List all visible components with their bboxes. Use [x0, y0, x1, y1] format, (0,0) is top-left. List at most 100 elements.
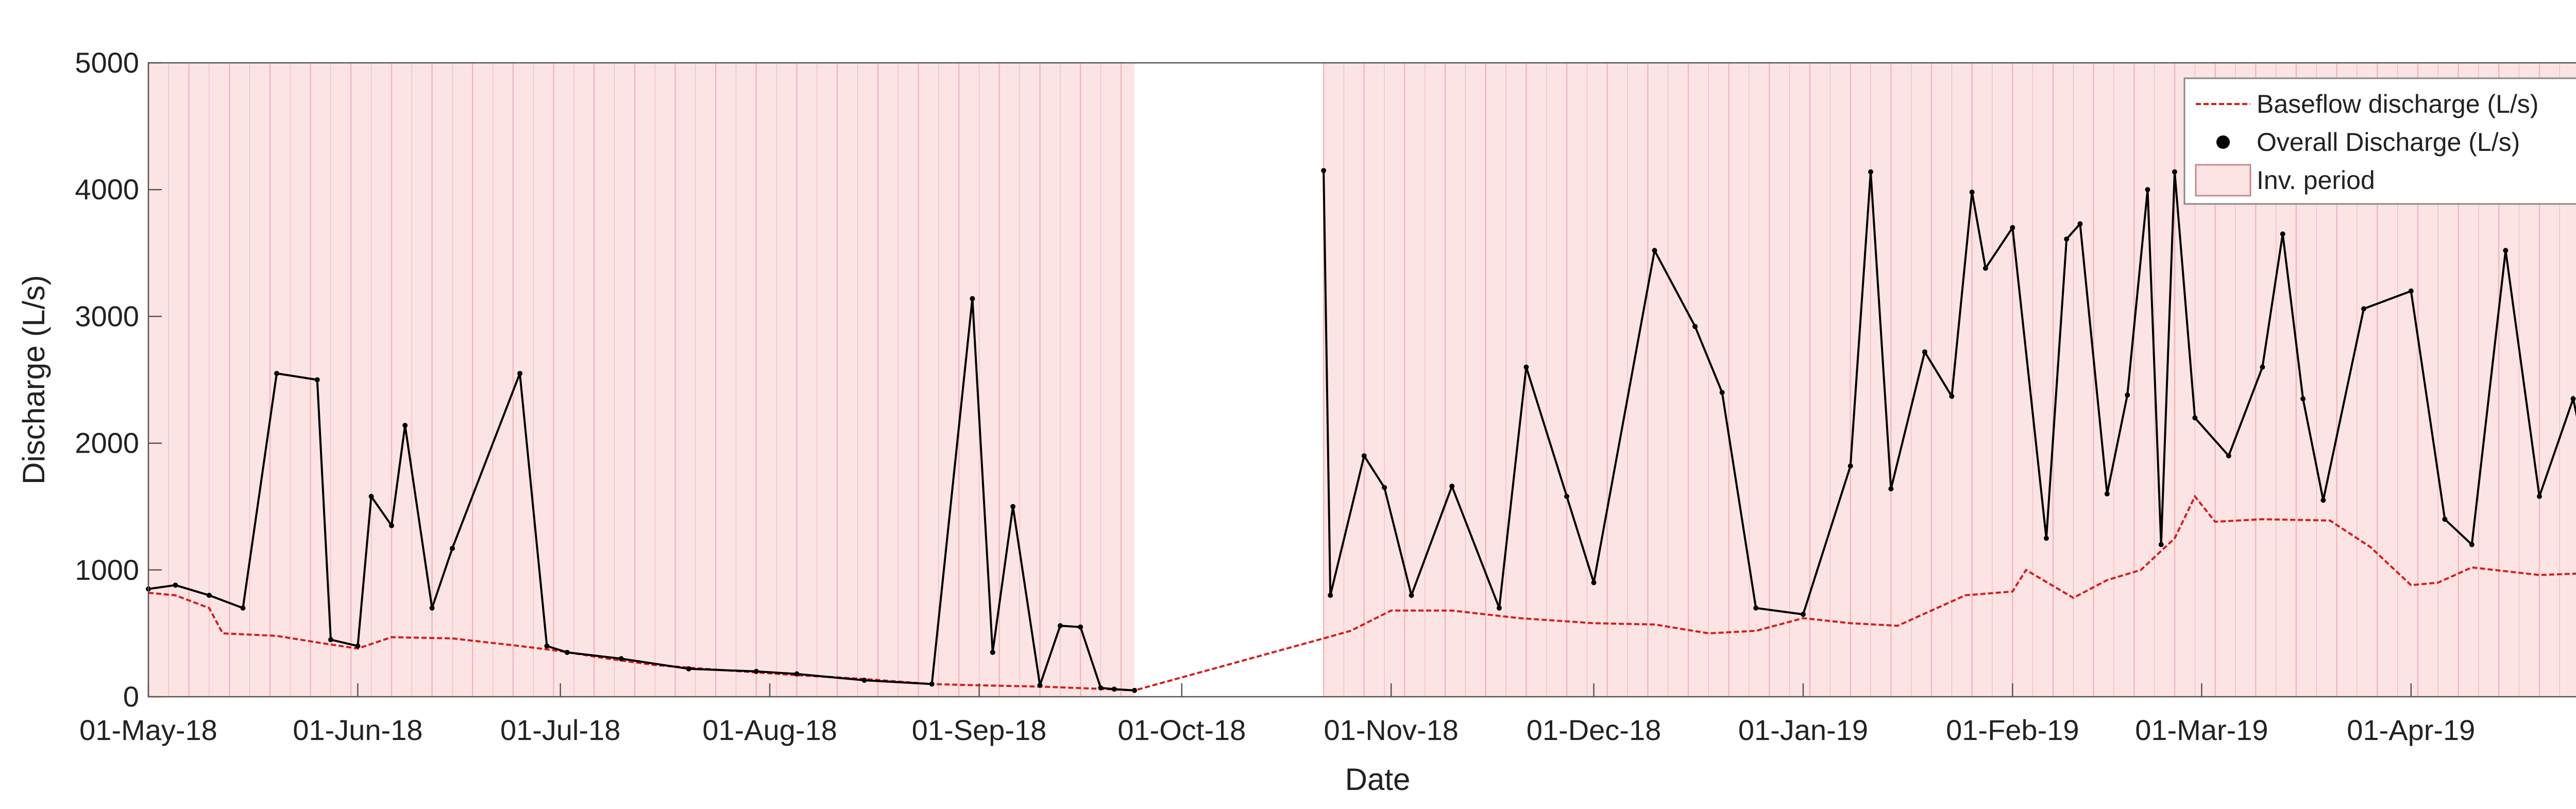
overall-discharge-point — [2503, 248, 2509, 253]
overall-discharge-point — [2145, 187, 2150, 193]
overall-discharge-point — [1800, 611, 1806, 617]
overall-discharge-point — [1111, 686, 1117, 692]
inv-period-patch-icon — [2195, 164, 2251, 197]
overall-discharge-point — [1057, 623, 1063, 629]
inv-period-area — [148, 63, 1135, 697]
y-tick-label: 4000 — [75, 173, 139, 205]
overall-discharge-point — [2158, 542, 2164, 547]
x-tick-label: 01-Aug-18 — [702, 714, 837, 746]
y-tick-label: 2000 — [75, 427, 139, 459]
x-axis-label: Date — [1345, 762, 1411, 797]
overall-discharge-point — [274, 371, 280, 376]
overall-discharge-point — [449, 545, 455, 551]
overall-discharge-point — [1449, 484, 1455, 489]
overall-discharge-point — [1523, 364, 1529, 370]
overall-discharge-point — [429, 605, 435, 611]
overall-discharge-point — [1098, 685, 1104, 691]
y-axis-ticks: 0 1000 2000 3000 4000 5000 — [75, 46, 162, 713]
legend: Baseflow discharge (L/s) Overall Dischar… — [2183, 77, 2576, 205]
overall-discharge-point — [1132, 687, 1138, 693]
overall-discharge-point — [1692, 324, 1698, 330]
overall-discharge-point — [1888, 486, 1894, 492]
x-tick-label: 01-Jun-18 — [293, 714, 422, 746]
x-tick-label: 01-May-18 — [79, 714, 217, 746]
x-tick-label: 01-Apr-19 — [2347, 714, 2475, 746]
y-tick-label: 1000 — [75, 554, 139, 586]
overall-discharge-point — [1361, 453, 1367, 459]
x-tick-label: 01-Sep-18 — [912, 714, 1047, 746]
overall-discharge-point — [1652, 248, 1657, 253]
overall-discharge-point — [970, 296, 975, 301]
x-tick-label: 01-Nov-18 — [1324, 714, 1458, 746]
overall-discharge-point — [990, 649, 995, 655]
overall-discharge-point — [355, 643, 361, 649]
overall-discharge-point — [517, 371, 523, 376]
overall-discharge-point — [314, 377, 320, 383]
overall-discharge-point — [173, 582, 178, 588]
overall-discharge-point — [2077, 221, 2083, 227]
overall-discharge-point — [544, 643, 550, 649]
baseflow-line — [148, 494, 2576, 692]
legend-label-baseflow: Baseflow discharge (L/s) — [2257, 90, 2538, 118]
overall-discharge-point — [1382, 485, 1387, 490]
overall-discharge-point — [564, 649, 570, 655]
overall-discharge-point — [1321, 168, 1327, 174]
overall-discharge-point — [328, 637, 333, 643]
inv-period-shading — [147, 63, 2576, 697]
overall-discharge-point — [1753, 605, 1759, 611]
overall-discharge-point — [861, 677, 867, 683]
overall-discharge-point — [1037, 682, 1043, 688]
y-axis-label: Discharge (L/s) — [16, 275, 51, 485]
overall-discharge-point — [1982, 265, 1988, 271]
legend-item-baseflow: Baseflow discharge (L/s) — [2196, 90, 2538, 118]
overall-discharge-dot-icon — [2216, 135, 2230, 149]
overall-discharge-point — [794, 671, 800, 677]
overall-discharge-point — [1969, 190, 1975, 195]
overall-discharge-point — [2104, 491, 2110, 497]
overall-discharge-point — [2408, 288, 2414, 294]
y-tick-label: 5000 — [75, 46, 139, 79]
x-axis-ticks: 01-May-18 01-Jun-18 01-Jul-18 01-Aug-18 01-S… — [79, 683, 2475, 746]
series-layer — [146, 168, 2576, 693]
x-tick-label: 01-Feb-19 — [1946, 714, 2079, 746]
overall-discharge-point — [2192, 415, 2198, 421]
overall-discharge-point — [1496, 605, 1502, 611]
overall-discharge-point — [368, 494, 374, 500]
overall-discharge-point — [206, 593, 212, 598]
overall-discharge-point — [2300, 396, 2306, 402]
legend-item-inv-period: Inv. period — [2195, 164, 2375, 197]
legend-label-overall-discharge: Overall Discharge (L/s) — [2257, 128, 2520, 157]
overall-discharge-point — [1848, 463, 1853, 469]
overall-discharge-point — [2064, 236, 2070, 242]
overall-discharge-point — [2536, 494, 2542, 500]
overall-discharge-point — [1719, 390, 1725, 395]
axes — [147, 62, 2576, 698]
overall-discharge-point — [2226, 453, 2231, 459]
overall-discharge-point — [2260, 364, 2265, 370]
overall-discharge-point — [2172, 169, 2177, 175]
overall-discharge-point — [1564, 494, 1570, 500]
overall-discharge-point — [2043, 536, 2049, 541]
x-tick-label: 01-Jan-19 — [1738, 714, 1868, 746]
overall-discharge-point — [2280, 231, 2285, 237]
overall-discharge-point — [1868, 169, 1874, 175]
x-tick-label: 01-Mar-19 — [2135, 714, 2268, 746]
overall-discharge-point — [1949, 393, 1955, 399]
overall-discharge-point — [686, 666, 691, 672]
overall-discharge-point — [2125, 392, 2130, 398]
legend-item-overall-discharge: Overall Discharge (L/s) — [2216, 128, 2520, 157]
y-tick-label: 3000 — [75, 300, 139, 332]
overall-discharge-point — [618, 656, 624, 662]
overall-discharge-point — [1078, 624, 1083, 630]
overall-discharge-point — [929, 681, 935, 687]
overall-discharge-point — [2570, 396, 2576, 402]
overall-discharge-point — [1922, 349, 1927, 355]
plot-frame — [147, 62, 2576, 698]
overall-discharge-point — [388, 523, 394, 528]
overall-discharge-point — [753, 668, 759, 674]
x-tick-label: 01-Jul-18 — [500, 714, 620, 746]
overall-discharge-point — [2469, 542, 2475, 547]
overall-discharge-point — [1409, 593, 1414, 598]
overall-discharge-point — [2442, 517, 2448, 522]
